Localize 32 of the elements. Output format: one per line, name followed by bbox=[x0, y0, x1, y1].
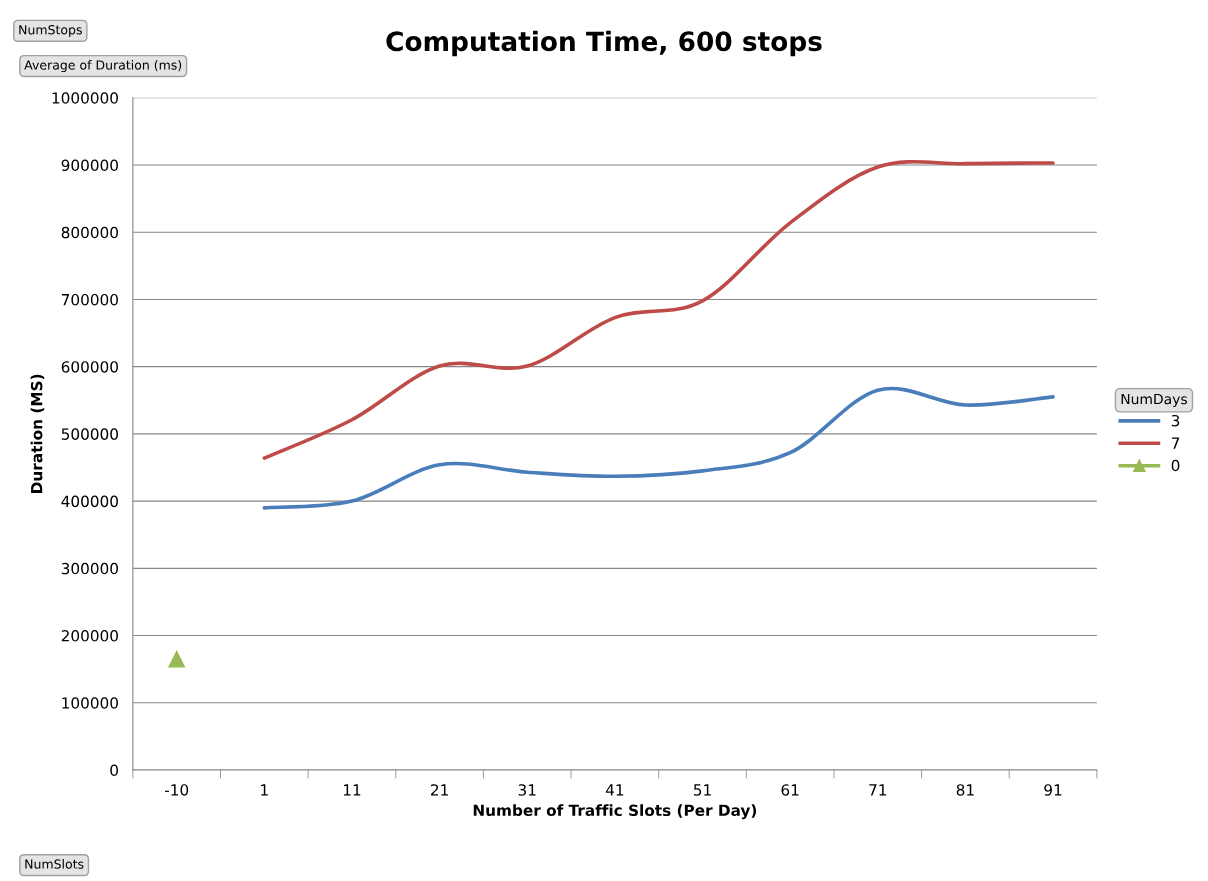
legend-title: NumDays bbox=[1121, 393, 1187, 407]
y-tick-label: 400000 bbox=[61, 495, 118, 508]
x-tick-label: 41 bbox=[605, 784, 624, 796]
y-tick-label: 1000000 bbox=[52, 92, 118, 104]
y-tick-label: 200000 bbox=[61, 630, 118, 642]
x-axis-title: Number of Traffic Slots (Per Day) bbox=[473, 804, 757, 820]
y-tick-label: 900000 bbox=[61, 159, 118, 172]
y-tick-label: 500000 bbox=[61, 428, 118, 440]
legend-label: 0 bbox=[1171, 459, 1180, 472]
chart-title: Computation Time, 600 stops bbox=[386, 30, 822, 57]
x-tick-label: 51 bbox=[693, 784, 711, 796]
x-tick-label: 71 bbox=[869, 784, 887, 796]
legend-label: 7 bbox=[1171, 437, 1180, 449]
x-tick-label: 11 bbox=[343, 784, 361, 796]
legend-label: 3 bbox=[1171, 414, 1180, 427]
x-tick-label: 1 bbox=[261, 784, 268, 796]
x-tick-label: 31 bbox=[518, 784, 536, 796]
text: NumStops bbox=[19, 25, 82, 37]
y-tick-label: 700000 bbox=[61, 293, 118, 306]
x-tick-label: 81 bbox=[956, 784, 974, 796]
x-tick-label: 61 bbox=[781, 784, 799, 796]
y-tick-label: 800000 bbox=[61, 226, 118, 239]
y-tick-label: 300000 bbox=[61, 562, 118, 575]
text: Average of Duration (ms) bbox=[24, 60, 182, 73]
x-tick-label: 91 bbox=[1044, 784, 1062, 796]
x-tick-label: 21 bbox=[431, 784, 448, 796]
text: NumSlots bbox=[25, 859, 84, 869]
y-tick-label: 0 bbox=[110, 764, 118, 777]
y-tick-label: 600000 bbox=[61, 361, 118, 373]
x-tick-label: -10 bbox=[164, 784, 189, 796]
y-axis-title: Duration (MS) bbox=[30, 374, 45, 493]
y-tick-label: 100000 bbox=[62, 697, 118, 709]
